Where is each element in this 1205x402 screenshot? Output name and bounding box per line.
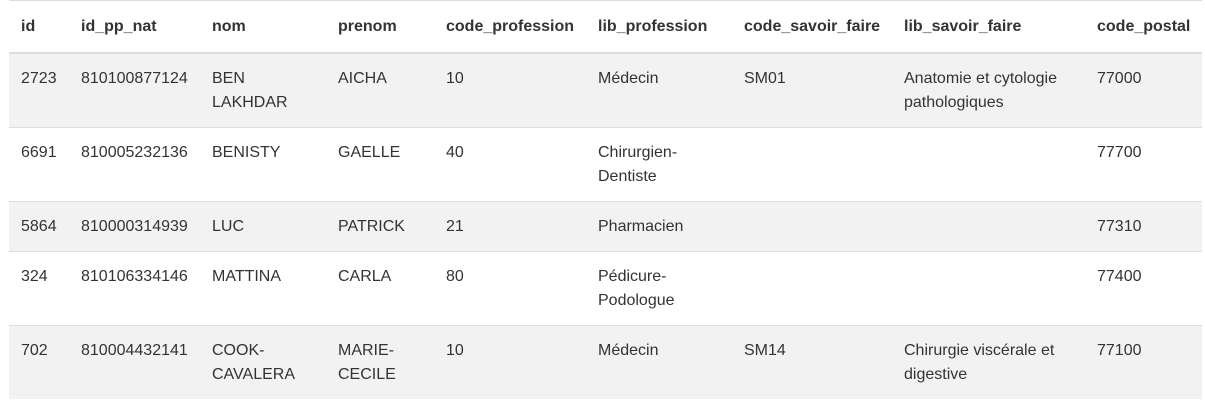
column-header-id-pp-nat[interactable]: id_pp_nat — [69, 0, 200, 54]
column-header-lib-profession[interactable]: lib_profession — [586, 0, 732, 54]
cell-code-savoir-faire: SM14 — [732, 324, 892, 399]
column-header-id[interactable]: id — [9, 0, 69, 54]
cell-id: 5864 — [9, 200, 69, 251]
cell-code-savoir-faire: SM01 — [732, 52, 892, 127]
table-row: 324 810106334146 MATTINA CARLA 80 Pédicu… — [9, 250, 1202, 325]
cell-code-profession: 10 — [434, 52, 586, 127]
cell-id: 702 — [9, 324, 69, 399]
cell-prenom: GAELLE — [326, 126, 434, 201]
cell-prenom: PATRICK — [326, 200, 434, 251]
cell-code-savoir-faire — [732, 200, 892, 251]
column-header-code-profession[interactable]: code_profession — [434, 0, 586, 54]
cell-id: 324 — [9, 250, 69, 325]
column-header-prenom[interactable]: prenom — [326, 0, 434, 54]
table-row: 2723 810100877124 BEN LAKHDAR AICHA 10 M… — [9, 52, 1202, 127]
cell-lib-savoir-faire — [892, 250, 1085, 325]
cell-nom: MATTINA — [200, 250, 326, 325]
cell-lib-profession: Chirurgien-Dentiste — [586, 126, 732, 201]
column-header-lib-savoir-faire[interactable]: lib_savoir_faire — [892, 0, 1085, 54]
cell-code-postal: 77400 — [1085, 250, 1202, 325]
cell-code-profession: 10 — [434, 324, 586, 399]
cell-lib-savoir-faire: Anatomie et cytologie pathologiques — [892, 52, 1085, 127]
cell-code-postal: 77700 — [1085, 126, 1202, 201]
table-row: 6691 810005232136 BENISTY GAELLE 40 Chir… — [9, 126, 1202, 201]
cell-lib-savoir-faire — [892, 126, 1085, 201]
cell-id-pp-nat: 810100877124 — [69, 52, 200, 127]
cell-code-profession: 21 — [434, 200, 586, 251]
cell-lib-profession: Pédicure-Podologue — [586, 250, 732, 325]
table-row: 702 810004432141 COOK-CAVALERA MARIE-CEC… — [9, 324, 1202, 399]
cell-nom: BENISTY — [200, 126, 326, 201]
table-header: id id_pp_nat nom prenom code_profession … — [9, 0, 1202, 54]
cell-code-postal: 77000 — [1085, 52, 1202, 127]
cell-code-profession: 80 — [434, 250, 586, 325]
cell-code-profession: 40 — [434, 126, 586, 201]
cell-lib-savoir-faire — [892, 200, 1085, 251]
data-table-container: id id_pp_nat nom prenom code_profession … — [9, 0, 1202, 399]
cell-nom: LUC — [200, 200, 326, 251]
cell-id-pp-nat: 810005232136 — [69, 126, 200, 201]
cell-lib-savoir-faire: Chirurgie viscérale et digestive — [892, 324, 1085, 399]
cell-id-pp-nat: 810000314939 — [69, 200, 200, 251]
cell-id-pp-nat: 810106334146 — [69, 250, 200, 325]
cell-nom: COOK-CAVALERA — [200, 324, 326, 399]
data-table: id id_pp_nat nom prenom code_profession … — [9, 0, 1202, 399]
cell-nom: BEN LAKHDAR — [200, 52, 326, 127]
column-header-code-postal[interactable]: code_postal — [1085, 0, 1202, 54]
cell-id: 2723 — [9, 52, 69, 127]
cell-code-savoir-faire — [732, 250, 892, 325]
table-row: 5864 810000314939 LUC PATRICK 21 Pharmac… — [9, 200, 1202, 251]
cell-prenom: MARIE-CECILE — [326, 324, 434, 399]
cell-code-postal: 77100 — [1085, 324, 1202, 399]
cell-prenom: AICHA — [326, 52, 434, 127]
cell-prenom: CARLA — [326, 250, 434, 325]
cell-lib-profession: Médecin — [586, 52, 732, 127]
cell-lib-profession: Pharmacien — [586, 200, 732, 251]
cell-id: 6691 — [9, 126, 69, 201]
cell-code-savoir-faire — [732, 126, 892, 201]
column-header-code-savoir-faire[interactable]: code_savoir_faire — [732, 0, 892, 54]
cell-lib-profession: Médecin — [586, 324, 732, 399]
cell-code-postal: 77310 — [1085, 200, 1202, 251]
header-row: id id_pp_nat nom prenom code_profession … — [9, 0, 1202, 54]
cell-id-pp-nat: 810004432141 — [69, 324, 200, 399]
table-body: 2723 810100877124 BEN LAKHDAR AICHA 10 M… — [9, 52, 1202, 399]
column-header-nom[interactable]: nom — [200, 0, 326, 54]
